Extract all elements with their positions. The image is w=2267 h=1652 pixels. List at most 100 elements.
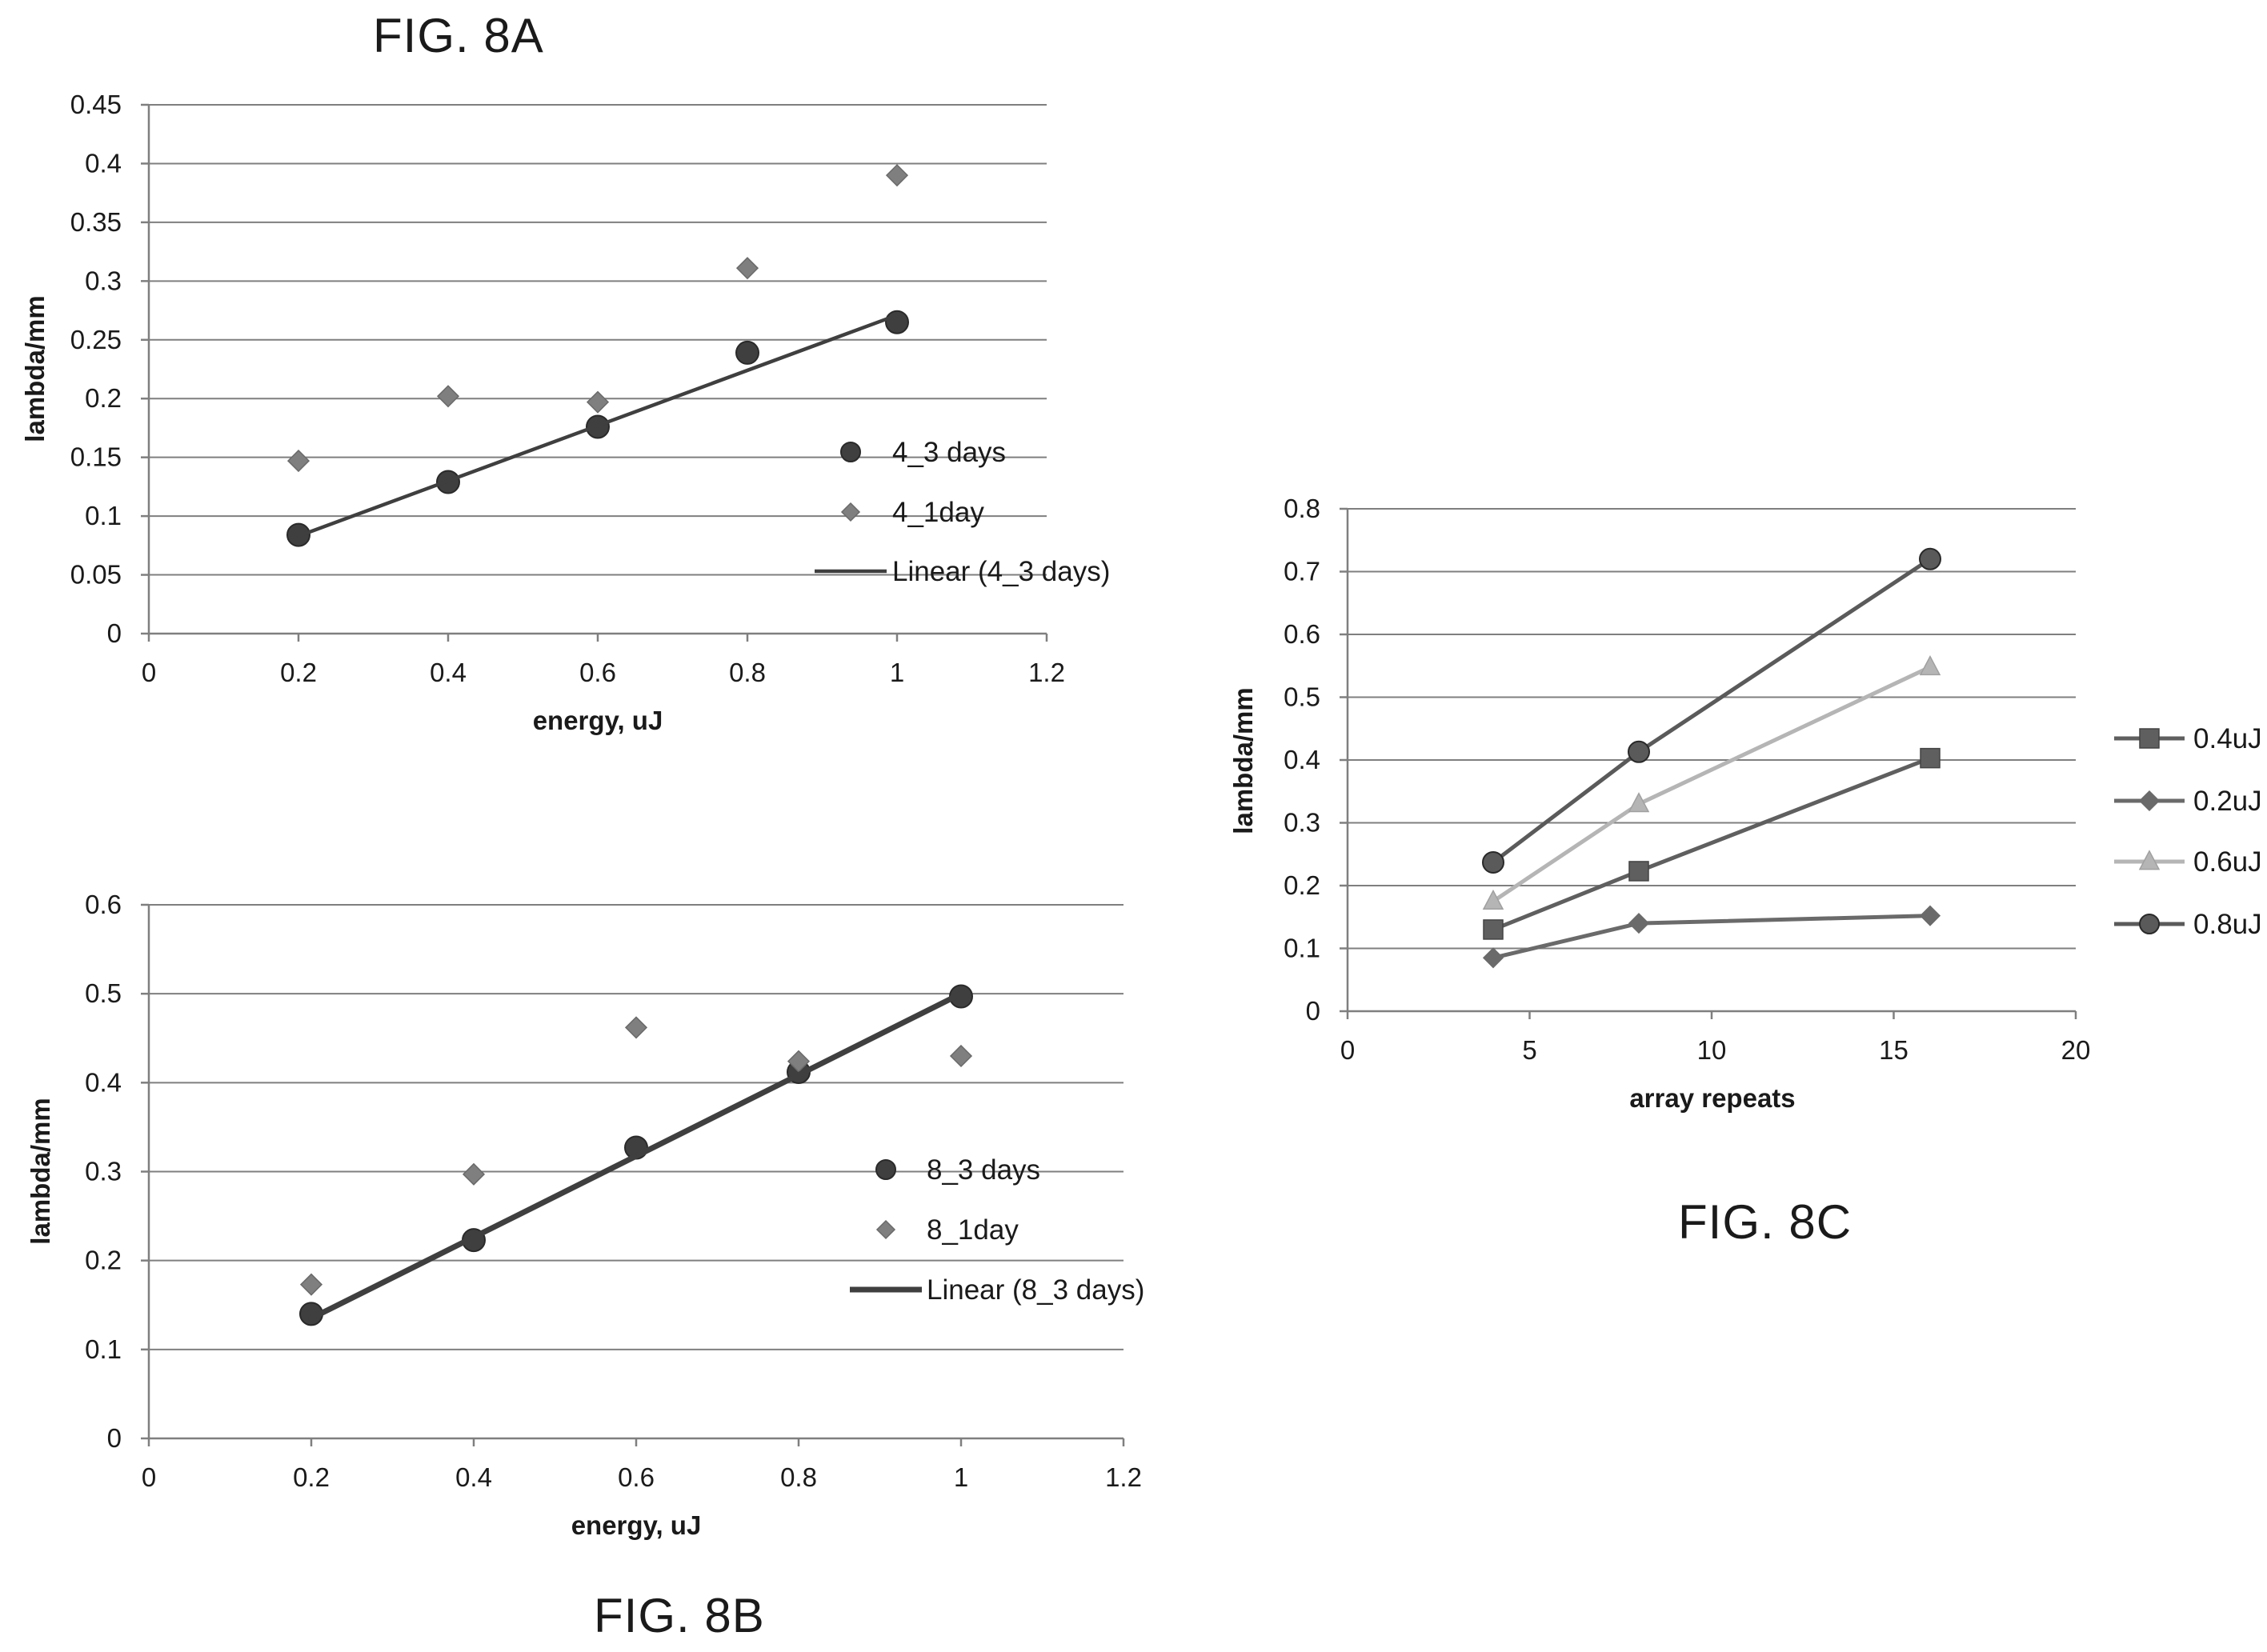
series-Linear (8_3 days): [308, 990, 964, 1322]
x-axis-label: energy, uJ: [571, 1510, 702, 1540]
legend-label: 0.4uJ: [2193, 723, 2262, 754]
data-point: [1482, 947, 1504, 969]
x-tick-label: 0.4: [430, 658, 467, 687]
y-tick-label: 0.3: [85, 266, 122, 295]
x-tick-label: 0: [142, 658, 156, 687]
legend-label: 0.6uJ: [2193, 846, 2262, 878]
data-point: [1628, 861, 1649, 882]
x-tick-label: 10: [1697, 1035, 1727, 1065]
data-point: [949, 1044, 973, 1068]
trendline: [308, 990, 964, 1322]
series-0.4uJ: [1483, 747, 1941, 940]
y-tick-label: 0.6: [1284, 619, 1320, 649]
chart-b: 0 0.1 0.2 0.3 0.4 0.5 0.6 0 0.2 0.4 0.6 0.8 1 1.2 ener…: [26, 890, 1144, 1540]
y-tick-label: 0.4: [85, 1067, 122, 1097]
series-line: [1492, 557, 1932, 864]
legend-swatch: [875, 1159, 896, 1180]
data-point: [1628, 913, 1650, 934]
legend-entry: 0.6uJ: [2114, 846, 2262, 878]
legend-label: 0.8uJ: [2193, 909, 2262, 940]
data-point: [1628, 740, 1650, 763]
y-tick-label: 0.35: [70, 207, 122, 237]
x-tick-label: 0.8: [780, 1462, 817, 1492]
series-line: [1492, 914, 1931, 960]
y-tick-label: 0.2: [1284, 870, 1320, 900]
y-tick-label: 0.5: [85, 978, 122, 1008]
data-point: [299, 1273, 323, 1296]
y-tick-label: 0.4: [1284, 745, 1320, 774]
x-tick-label: 1: [890, 658, 904, 687]
y-tick-label: 0.2: [85, 383, 122, 413]
y-tick-label: 0.6: [85, 890, 122, 919]
y-tick-label: 0.15: [70, 442, 122, 472]
x-tick-label: 0.6: [579, 658, 616, 687]
series-8_1day: [299, 1016, 973, 1296]
data-point: [885, 164, 909, 187]
series-4_1day: [286, 164, 909, 473]
y-tick-label: 0.1: [85, 501, 122, 530]
legend-swatch: [2139, 728, 2160, 749]
data-point: [586, 390, 610, 414]
data-point: [436, 385, 460, 408]
data-point: [286, 450, 310, 473]
x-tick-label: 0.4: [455, 1462, 492, 1492]
series-0.8uJ: [1482, 547, 1941, 874]
x-tick-label: 1.2: [1028, 658, 1065, 687]
legend-entry: Linear (4_3 days): [815, 556, 1110, 587]
x-axis-label: array repeats: [1629, 1083, 1795, 1113]
y-tick-label: 0.7: [1284, 557, 1320, 586]
y-tick-label: 0: [1306, 996, 1320, 1026]
x-tick-label: 0.6: [618, 1462, 655, 1492]
legend-entry: 4_1day: [840, 497, 984, 528]
data-point: [462, 1162, 486, 1186]
series-Linear (4_3 days): [296, 313, 899, 538]
data-point: [1920, 747, 1941, 769]
x-axis-label: energy, uJ: [533, 706, 663, 735]
y-axis-label: lambda/mm: [26, 1098, 55, 1244]
data-point: [1483, 919, 1504, 940]
data-point: [1482, 850, 1504, 874]
legend-label: 8_3 days: [927, 1154, 1040, 1186]
y-tick-label: 0.1: [1284, 934, 1320, 963]
data-point: [1919, 547, 1941, 570]
y-axis-label: lambda/mm: [20, 295, 50, 442]
x-tick-label: 0: [1340, 1035, 1355, 1065]
y-tick-label: 0.2: [85, 1246, 122, 1275]
data-point: [1628, 792, 1650, 813]
y-axis-label: lambda/mm: [1228, 687, 1258, 834]
data-point: [735, 340, 759, 365]
legend-swatch: [2138, 850, 2161, 870]
legend-swatch: [840, 442, 861, 462]
data-point: [787, 1050, 811, 1073]
x-tick-label: 1: [954, 1462, 968, 1492]
fig-8a-caption: FIG. 8A: [373, 9, 544, 62]
legend-label: 8_1day: [927, 1214, 1019, 1246]
legend-entry: 0.4uJ: [2114, 723, 2262, 754]
x-tick-label: 0.8: [729, 658, 766, 687]
legend-swatch: [2139, 914, 2160, 934]
legend-entry: 4_3 days: [840, 437, 1006, 468]
x-tick-label: 15: [1879, 1035, 1909, 1065]
legend-label: 4_3 days: [892, 437, 1006, 468]
y-tick-label: 0: [107, 618, 122, 648]
legend-label: Linear (8_3 days): [927, 1274, 1144, 1306]
series-0.6uJ: [1482, 655, 1941, 910]
x-tick-label: 0.2: [280, 658, 317, 687]
y-tick-label: 0.3: [85, 1157, 122, 1186]
data-point: [1482, 889, 1504, 910]
series-line: [1492, 756, 1931, 932]
legend-entry: 8_3 days: [875, 1154, 1040, 1186]
legend-swatch: [875, 1219, 896, 1240]
legend-entry: 0.8uJ: [2114, 909, 2262, 940]
y-tick-label: 0.5: [1284, 682, 1320, 712]
legend-swatch: [2138, 790, 2161, 812]
trendline: [296, 313, 899, 538]
chart-c: 0 0.1 0.2 0.3 0.4 0.5 0.6 0.7 0.8 0 5 10 15 20 array r…: [1228, 494, 2262, 1113]
y-tick-label: 0.3: [1284, 808, 1320, 838]
series-0.2uJ: [1482, 905, 1941, 969]
x-tick-label: 20: [2061, 1035, 2091, 1065]
y-tick-label: 0.45: [70, 90, 122, 119]
data-point: [1919, 905, 1941, 926]
data-point: [624, 1016, 648, 1039]
